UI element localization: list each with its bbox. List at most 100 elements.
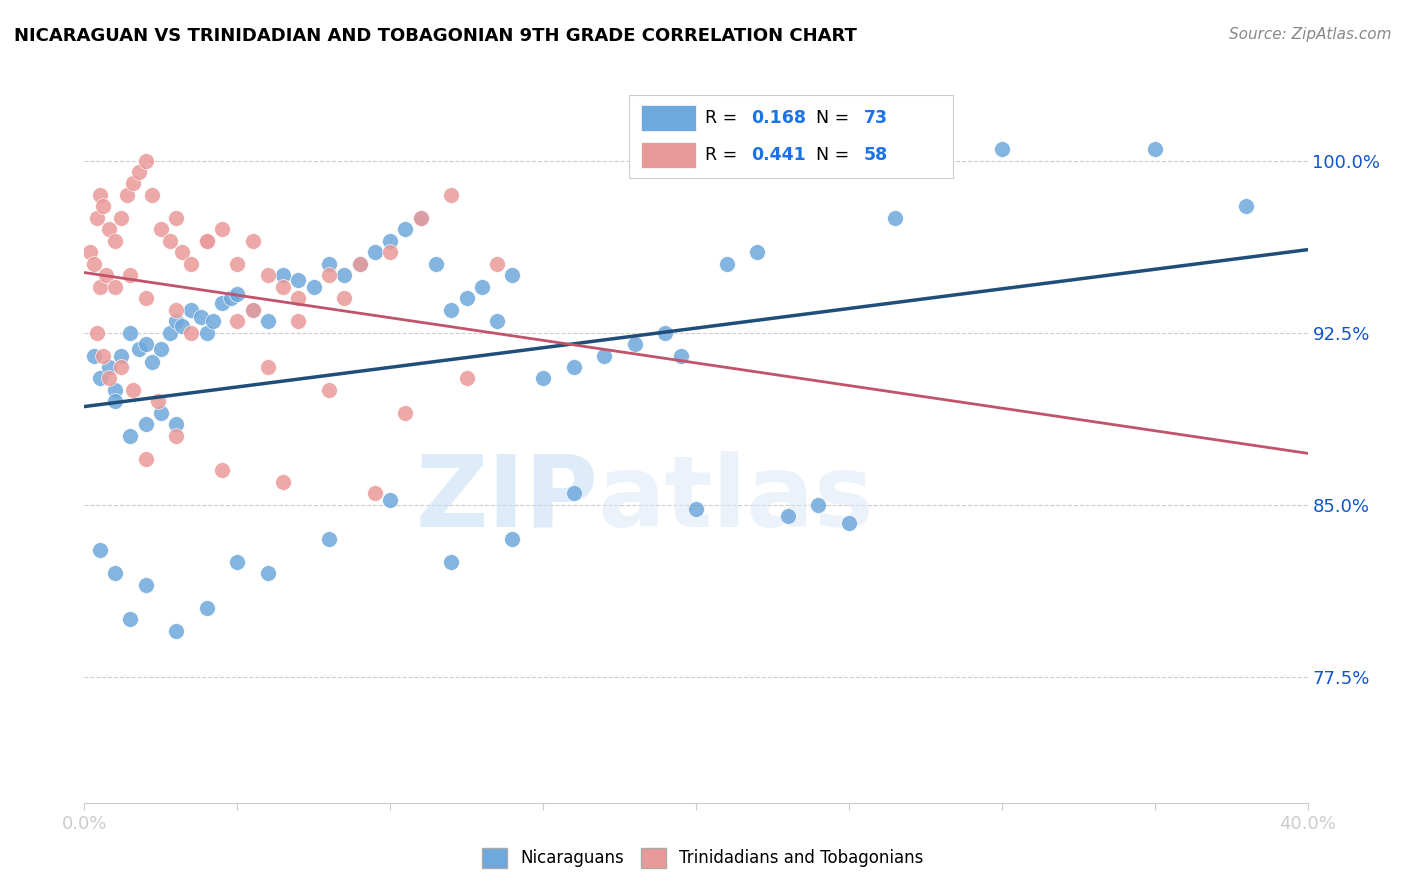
Point (104, 394, 127, 409)
Point (257, 314, 280, 328)
Point (120, 268, 142, 283)
Point (593, 349, 616, 363)
Point (104, 566, 127, 581)
Point (172, 318, 194, 333)
Point (135, 153, 157, 168)
Point (991, 142, 1014, 156)
Point (271, 475, 294, 489)
Point (333, 291, 356, 305)
Point (502, 268, 524, 283)
Point (149, 406, 172, 420)
Point (122, 383, 145, 397)
Text: N =: N = (804, 145, 855, 163)
FancyBboxPatch shape (641, 105, 696, 131)
Point (624, 337, 647, 351)
Point (89, 279, 111, 293)
Point (120, 326, 142, 340)
Point (159, 326, 181, 340)
Point (146, 394, 169, 409)
Point (172, 245, 194, 260)
FancyBboxPatch shape (641, 142, 696, 168)
Point (91, 199, 114, 213)
Point (380, 234, 402, 248)
Point (349, 257, 371, 271)
Point (226, 257, 249, 271)
Point (104, 383, 127, 397)
Point (287, 291, 309, 305)
Point (409, 211, 432, 225)
Point (838, 516, 860, 530)
Text: Source: ZipAtlas.com: Source: ZipAtlas.com (1229, 27, 1392, 42)
Point (776, 509, 799, 524)
FancyBboxPatch shape (628, 95, 953, 178)
Point (180, 257, 202, 271)
Point (716, 257, 738, 271)
Point (242, 234, 264, 248)
Point (562, 359, 585, 374)
Point (807, 498, 830, 512)
Point (195, 326, 218, 340)
Point (165, 302, 187, 317)
Point (149, 222, 172, 236)
Point (364, 245, 387, 260)
Point (165, 417, 187, 432)
Point (318, 268, 340, 283)
Point (318, 257, 340, 271)
Text: R =: R = (704, 145, 742, 163)
Point (120, 429, 142, 443)
Point (211, 222, 233, 236)
Text: atlas: atlas (598, 450, 875, 548)
Point (440, 302, 463, 317)
Point (219, 291, 242, 305)
Point (89, 188, 111, 202)
Point (180, 302, 202, 317)
Point (104, 279, 127, 293)
Point (86, 211, 108, 225)
Point (135, 417, 157, 432)
Point (120, 612, 142, 626)
Point (440, 188, 463, 202)
Point (394, 222, 416, 236)
Point (195, 600, 218, 615)
Point (201, 314, 224, 328)
Point (135, 578, 157, 592)
Point (211, 463, 233, 477)
Point (471, 279, 494, 293)
Point (1236, 199, 1258, 213)
Point (122, 177, 145, 191)
Point (97, 371, 120, 385)
Point (318, 532, 340, 546)
Text: 73: 73 (863, 109, 887, 127)
Point (141, 355, 163, 369)
Point (110, 211, 132, 225)
Point (89, 543, 111, 558)
Point (486, 314, 509, 328)
Point (257, 359, 280, 374)
Point (149, 342, 172, 356)
Point (364, 486, 387, 500)
Point (502, 532, 524, 546)
Point (226, 286, 249, 301)
Point (79, 245, 101, 260)
Point (165, 211, 187, 225)
Point (97, 359, 120, 374)
Point (654, 326, 676, 340)
Point (135, 337, 157, 351)
Point (104, 234, 127, 248)
Point (165, 624, 187, 638)
Point (456, 371, 478, 385)
Point (456, 291, 478, 305)
Point (425, 257, 447, 271)
Text: ZIP: ZIP (415, 450, 598, 548)
Point (159, 234, 181, 248)
Point (669, 349, 692, 363)
Point (271, 268, 294, 283)
Point (318, 383, 340, 397)
Point (242, 302, 264, 317)
Legend: Nicaraguans, Trinidadians and Tobagonians: Nicaraguans, Trinidadians and Tobagonian… (475, 841, 931, 875)
Point (562, 486, 585, 500)
Point (86, 326, 108, 340)
Point (287, 314, 309, 328)
Point (486, 257, 509, 271)
Point (380, 245, 402, 260)
